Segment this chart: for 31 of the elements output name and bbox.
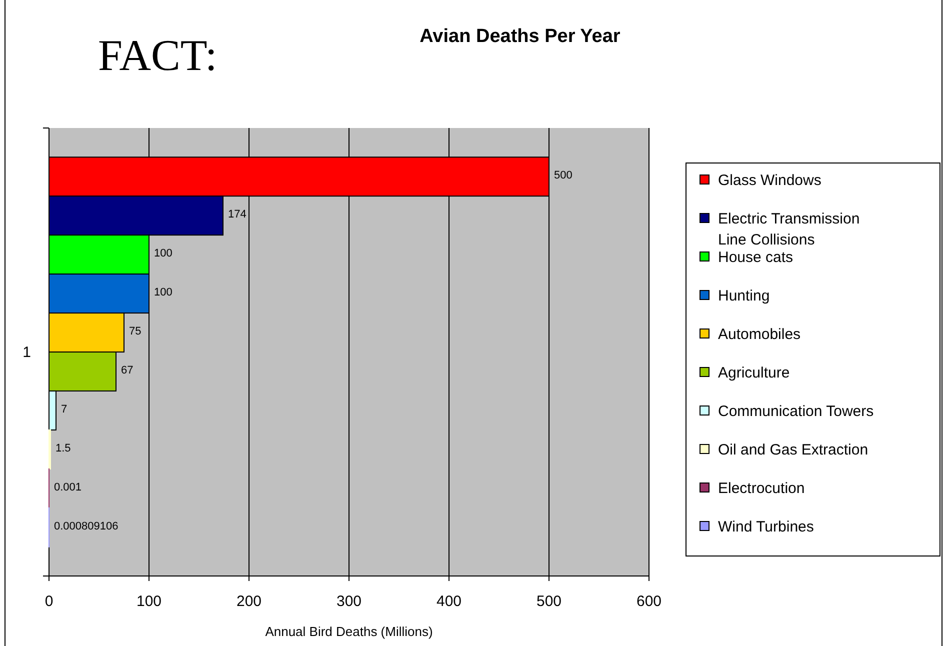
x-tick-label: 600 <box>636 593 662 610</box>
legend-label: Electric Transmission Line Collisions <box>718 210 860 248</box>
text: FACT: <box>98 31 218 80</box>
data-label: 7 <box>61 403 68 416</box>
legend-label: Automobiles <box>718 326 801 343</box>
data-label: 75 <box>129 326 142 338</box>
data-label: 100 <box>154 286 172 299</box>
x-tick-label: 200 <box>236 593 262 610</box>
legend-label: Hunting <box>718 288 770 304</box>
x-axis-title: Annual Bird Deaths (Millions) <box>265 624 433 639</box>
x-tick-label: 0 <box>44 593 54 610</box>
legend-label: Glass Windows <box>718 172 822 189</box>
data-label: 100 <box>154 248 172 260</box>
legend-label: Communication Towers <box>718 403 874 420</box>
data-label: 500 <box>554 170 572 182</box>
legend-label: Oil and Gas Extraction <box>718 442 868 458</box>
x-tick-label: 500 <box>536 593 562 610</box>
x-tick-label: 400 <box>436 593 462 610</box>
y-tick-label: 1 <box>22 344 31 361</box>
legend-label: House cats <box>718 249 794 266</box>
legend-label: Wind Turbines <box>718 518 814 536</box>
x-tick-label: 300 <box>336 593 362 610</box>
data-label: 174 <box>228 208 246 221</box>
data-label: 67 <box>121 364 134 376</box>
x-tick-label: 100 <box>136 593 162 610</box>
legend-label: Electrocution <box>718 480 805 497</box>
chart-title: Avian Deaths Per Year <box>420 26 621 47</box>
legend-label: Agriculture <box>718 364 790 382</box>
data-label: 0.000809106 <box>54 520 118 532</box>
data-label: 1.5 <box>56 442 71 454</box>
data-label: 0.001 <box>54 481 82 494</box>
